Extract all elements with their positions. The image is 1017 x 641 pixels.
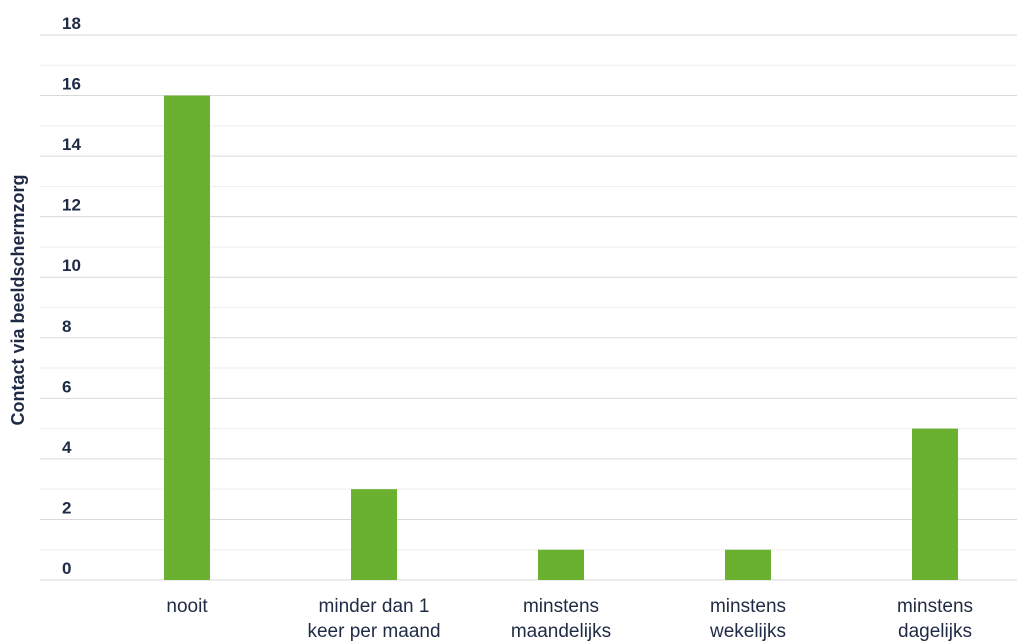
bar-4 [912,428,958,580]
y-tick-label: 2 [62,498,71,517]
bar-0 [164,95,210,581]
x-axis-labels: nooit minder dan 1 keer per maand minstens m… [166,596,973,641]
x-category-label: minstens [710,596,786,617]
bar-1 [351,489,397,580]
x-category-label: keer per maand [307,621,440,641]
x-category-label: nooit [166,596,208,617]
y-tick-label: 16 [62,75,81,94]
y-tick-label: 8 [62,317,71,336]
bars [164,95,958,581]
bar-2 [538,549,584,580]
y-tick-label: 10 [62,256,81,275]
y-tick-label: 6 [62,377,71,396]
x-category-label: wekelijks [709,621,786,641]
y-tick-label: 14 [62,135,81,154]
x-category-label: minstens [897,596,973,617]
y-axis-title: Contact via beeldschermzorg [8,174,28,425]
x-category-label: dagelijks [898,621,972,641]
x-category-label: maandelijks [511,621,611,641]
y-tick-label: 18 [62,14,81,33]
bar-3 [725,549,771,580]
x-category-label: minstens [523,596,599,617]
y-tick-label: 12 [62,196,81,215]
y-tick-label: 0 [62,559,71,578]
y-axis-ticks: 0 2 4 6 8 10 12 14 16 18 [62,14,81,578]
x-category-label: minder dan 1 [319,596,430,617]
y-tick-label: 4 [62,438,72,457]
